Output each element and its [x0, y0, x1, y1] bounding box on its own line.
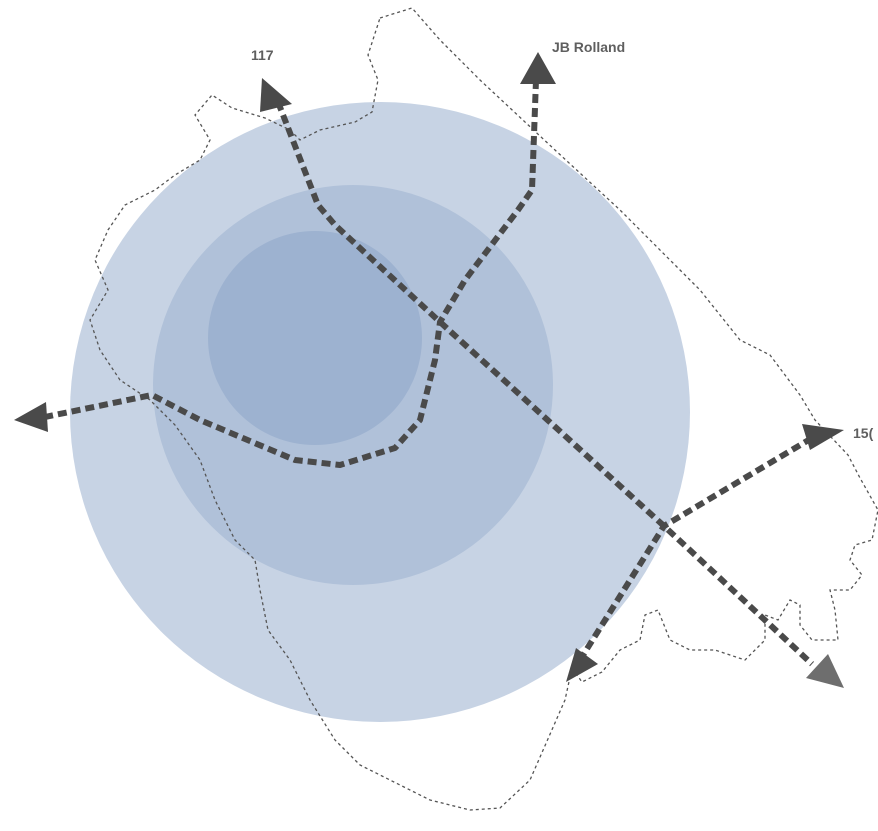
route-117-to-southeast [275, 100, 815, 667]
arrowhead-west-icon [14, 402, 48, 432]
labels-group: 117 JB Rolland 15( [251, 39, 874, 441]
route-jb-rolland [39, 79, 539, 468]
routes-group [14, 52, 844, 688]
boundary-outline [89, 7, 878, 811]
label-jb-rolland: JB Rolland [552, 39, 625, 55]
arrowhead-jb-rolland-icon [520, 52, 556, 84]
route-15-to-southwest [577, 435, 814, 662]
rings-group [70, 102, 690, 722]
label-15: 15( [853, 425, 874, 441]
inner-ring [208, 231, 422, 445]
arrowhead-15-icon [802, 424, 844, 450]
label-117: 117 [251, 47, 274, 63]
arrowhead-southwest-icon [566, 648, 598, 682]
arrowhead-southeast-icon [806, 654, 844, 688]
arrowhead-117-icon [260, 78, 292, 112]
